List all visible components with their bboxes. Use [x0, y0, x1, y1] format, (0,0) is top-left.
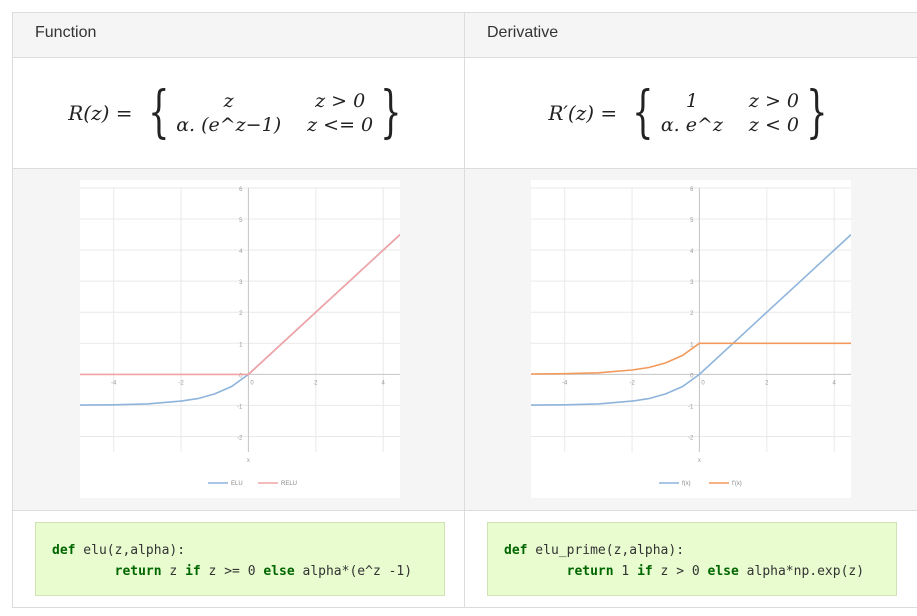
- header-function: Function: [13, 13, 465, 57]
- y-tick-label: 3: [239, 280, 243, 286]
- x-tick-label: 0: [250, 380, 254, 386]
- formula-row: R(z) = { z z > 0 α. (e^z−1) z <= 0 } R′(…: [13, 58, 917, 169]
- y-tick-label: 2: [690, 311, 694, 317]
- case-expr: α. (e^z−1): [176, 114, 282, 136]
- derivative-chart: -2 -1 0 1 2 3 4 5 6 -4 -2 2 4 0 x f(x) f'(x): [531, 180, 851, 498]
- case-cond: z < 0: [748, 114, 800, 136]
- x-tick-label: 4: [381, 380, 385, 386]
- case-expr: z: [223, 90, 234, 112]
- x-tick-label: -2: [178, 380, 184, 386]
- elu-prime-code-block: def elu_prime(z,alpha): return 1 if z > …: [487, 522, 897, 596]
- x-tick-label: 2: [765, 380, 769, 386]
- y-tick-label: 2: [239, 311, 243, 317]
- legend-label: f'(x): [732, 481, 742, 487]
- case-expr: 1: [685, 90, 698, 112]
- y-tick-label: 4: [239, 249, 243, 255]
- y-tick-label: 0: [239, 373, 243, 379]
- legend-label: RELU: [281, 481, 297, 487]
- y-tick-label: 6: [690, 187, 694, 193]
- y-tick-label: -1: [688, 404, 694, 410]
- elu-code-cell: def elu(z,alpha): return z if z >= 0 els…: [13, 511, 465, 607]
- x-tick-label: -4: [562, 380, 568, 386]
- y-tick-label: 0: [690, 373, 694, 379]
- y-tick-label: 1: [239, 342, 243, 348]
- elu-derivative-formula: R′(z) = { 1 z > 0 α. e^z z < 0 }: [548, 80, 828, 145]
- code-row: def elu(z,alpha): return z if z >= 0 els…: [13, 511, 917, 608]
- series-line-1: [80, 234, 400, 376]
- derivative-code-cell: def elu_prime(z,alpha): return 1 if z > …: [465, 511, 917, 607]
- x-tick-label: -4: [111, 380, 117, 386]
- y-tick-label: -2: [688, 435, 694, 441]
- comparison-table: Function Derivative R(z) = { z z > 0 α. …: [12, 12, 917, 608]
- x-tick-label: 0: [701, 380, 705, 386]
- y-tick-label: 4: [690, 249, 694, 255]
- chart-row: -2 -1 0 1 2 3 4 5 6 -4 -2 2 4 0 x ELU RELU -2 -1 0 1 2 3 4 5 6 -4…: [13, 169, 917, 511]
- elu-code-block: def elu(z,alpha): return z if z >= 0 els…: [35, 522, 445, 596]
- y-tick-label: 6: [239, 187, 243, 193]
- formula-lhs: R(z) =: [68, 101, 133, 125]
- elu-chart: -2 -1 0 1 2 3 4 5 6 -4 -2 2 4 0 x ELU RELU: [80, 180, 400, 498]
- y-tick-label: 3: [690, 280, 694, 286]
- y-tick-label: -2: [237, 435, 243, 441]
- y-tick-label: 1: [690, 342, 694, 348]
- elu-chart-cell: -2 -1 0 1 2 3 4 5 6 -4 -2 2 4 0 x ELU RELU: [13, 169, 465, 510]
- x-tick-label: 4: [832, 380, 836, 386]
- elu-formula: R(z) = { z z > 0 α. (e^z−1) z <= 0 }: [13, 58, 465, 168]
- legend-label: f(x): [682, 481, 691, 487]
- case-cond: z > 0: [748, 90, 800, 112]
- x-axis-label: x: [698, 458, 701, 464]
- series-line-0: [80, 234, 400, 406]
- case-cond: z > 0: [315, 90, 366, 112]
- formula-lhs: R′(z) =: [548, 101, 618, 125]
- case-cond: z <= 0: [307, 114, 374, 136]
- x-axis-label: x: [247, 458, 250, 464]
- y-tick-label: 5: [239, 218, 243, 224]
- y-tick-label: -1: [237, 404, 243, 410]
- table-header-row: Function Derivative: [13, 13, 917, 58]
- legend-label: ELU: [231, 481, 243, 487]
- x-tick-label: 2: [314, 380, 318, 386]
- x-tick-label: -2: [629, 380, 635, 386]
- derivative-chart-cell: -2 -1 0 1 2 3 4 5 6 -4 -2 2 4 0 x f(x) f'(x): [465, 169, 917, 510]
- series-line-1: [531, 342, 851, 375]
- series-line-0: [531, 234, 851, 406]
- header-derivative: Derivative: [487, 24, 559, 41]
- y-tick-label: 5: [690, 218, 694, 224]
- case-expr: α. e^z: [660, 114, 723, 136]
